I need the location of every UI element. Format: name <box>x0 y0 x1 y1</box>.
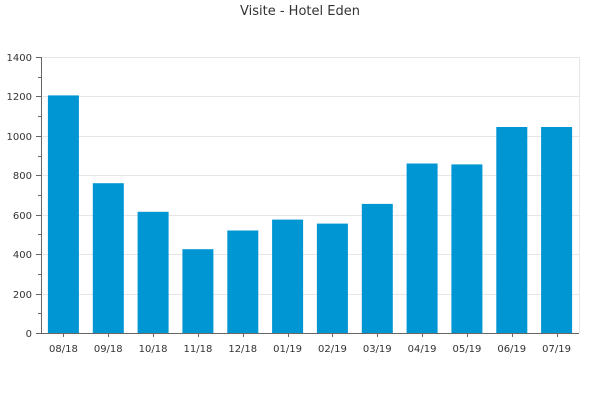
y-tick-label: 600 <box>13 211 32 222</box>
tick-labels: 0 200 400 600 800 1000 1200 1400 08/18 09/18 10/18… <box>7 53 571 355</box>
bar-06-19 <box>496 127 528 333</box>
y-tick-label: 400 <box>13 250 32 261</box>
x-tick-label: 02/19 <box>318 344 347 355</box>
bars <box>47 95 573 334</box>
y-tick-label: 0 <box>26 329 32 340</box>
y-tick-label: 800 <box>13 171 32 182</box>
bar-02-19 <box>316 223 348 333</box>
x-tick-label: 04/19 <box>408 344 437 355</box>
bar-08-18 <box>47 95 79 334</box>
x-tick-label: 05/19 <box>453 344 482 355</box>
bar-09-18 <box>92 183 124 333</box>
x-tick-label: 09/18 <box>94 344 123 355</box>
bar-04-19 <box>406 163 438 333</box>
bar-07-19 <box>541 127 573 333</box>
x-tick-label: 01/19 <box>273 344 302 355</box>
bar-01-19 <box>272 219 304 333</box>
x-tick-label: 10/18 <box>139 344 168 355</box>
bar-05-19 <box>451 164 483 333</box>
chart-title: Visite - Hotel Eden <box>240 4 360 19</box>
x-tick-label: 03/19 <box>363 344 392 355</box>
x-tick-label: 08/18 <box>49 344 78 355</box>
bar-12-18 <box>227 230 259 333</box>
x-tick-label: 12/18 <box>228 344 257 355</box>
x-tick-label: 11/18 <box>184 344 213 355</box>
y-tick-label: 1200 <box>7 92 32 103</box>
y-tick-label: 1400 <box>7 53 32 64</box>
x-tick-label: 06/19 <box>497 344 526 355</box>
axes <box>36 57 580 337</box>
bar-11-18 <box>182 249 214 333</box>
y-tick-label: 200 <box>13 290 32 301</box>
x-tick-label: 07/19 <box>542 344 571 355</box>
grid-lines <box>41 57 579 295</box>
bar-10-18 <box>137 211 169 333</box>
bar-03-19 <box>361 203 393 333</box>
y-tick-label: 1000 <box>7 132 32 143</box>
